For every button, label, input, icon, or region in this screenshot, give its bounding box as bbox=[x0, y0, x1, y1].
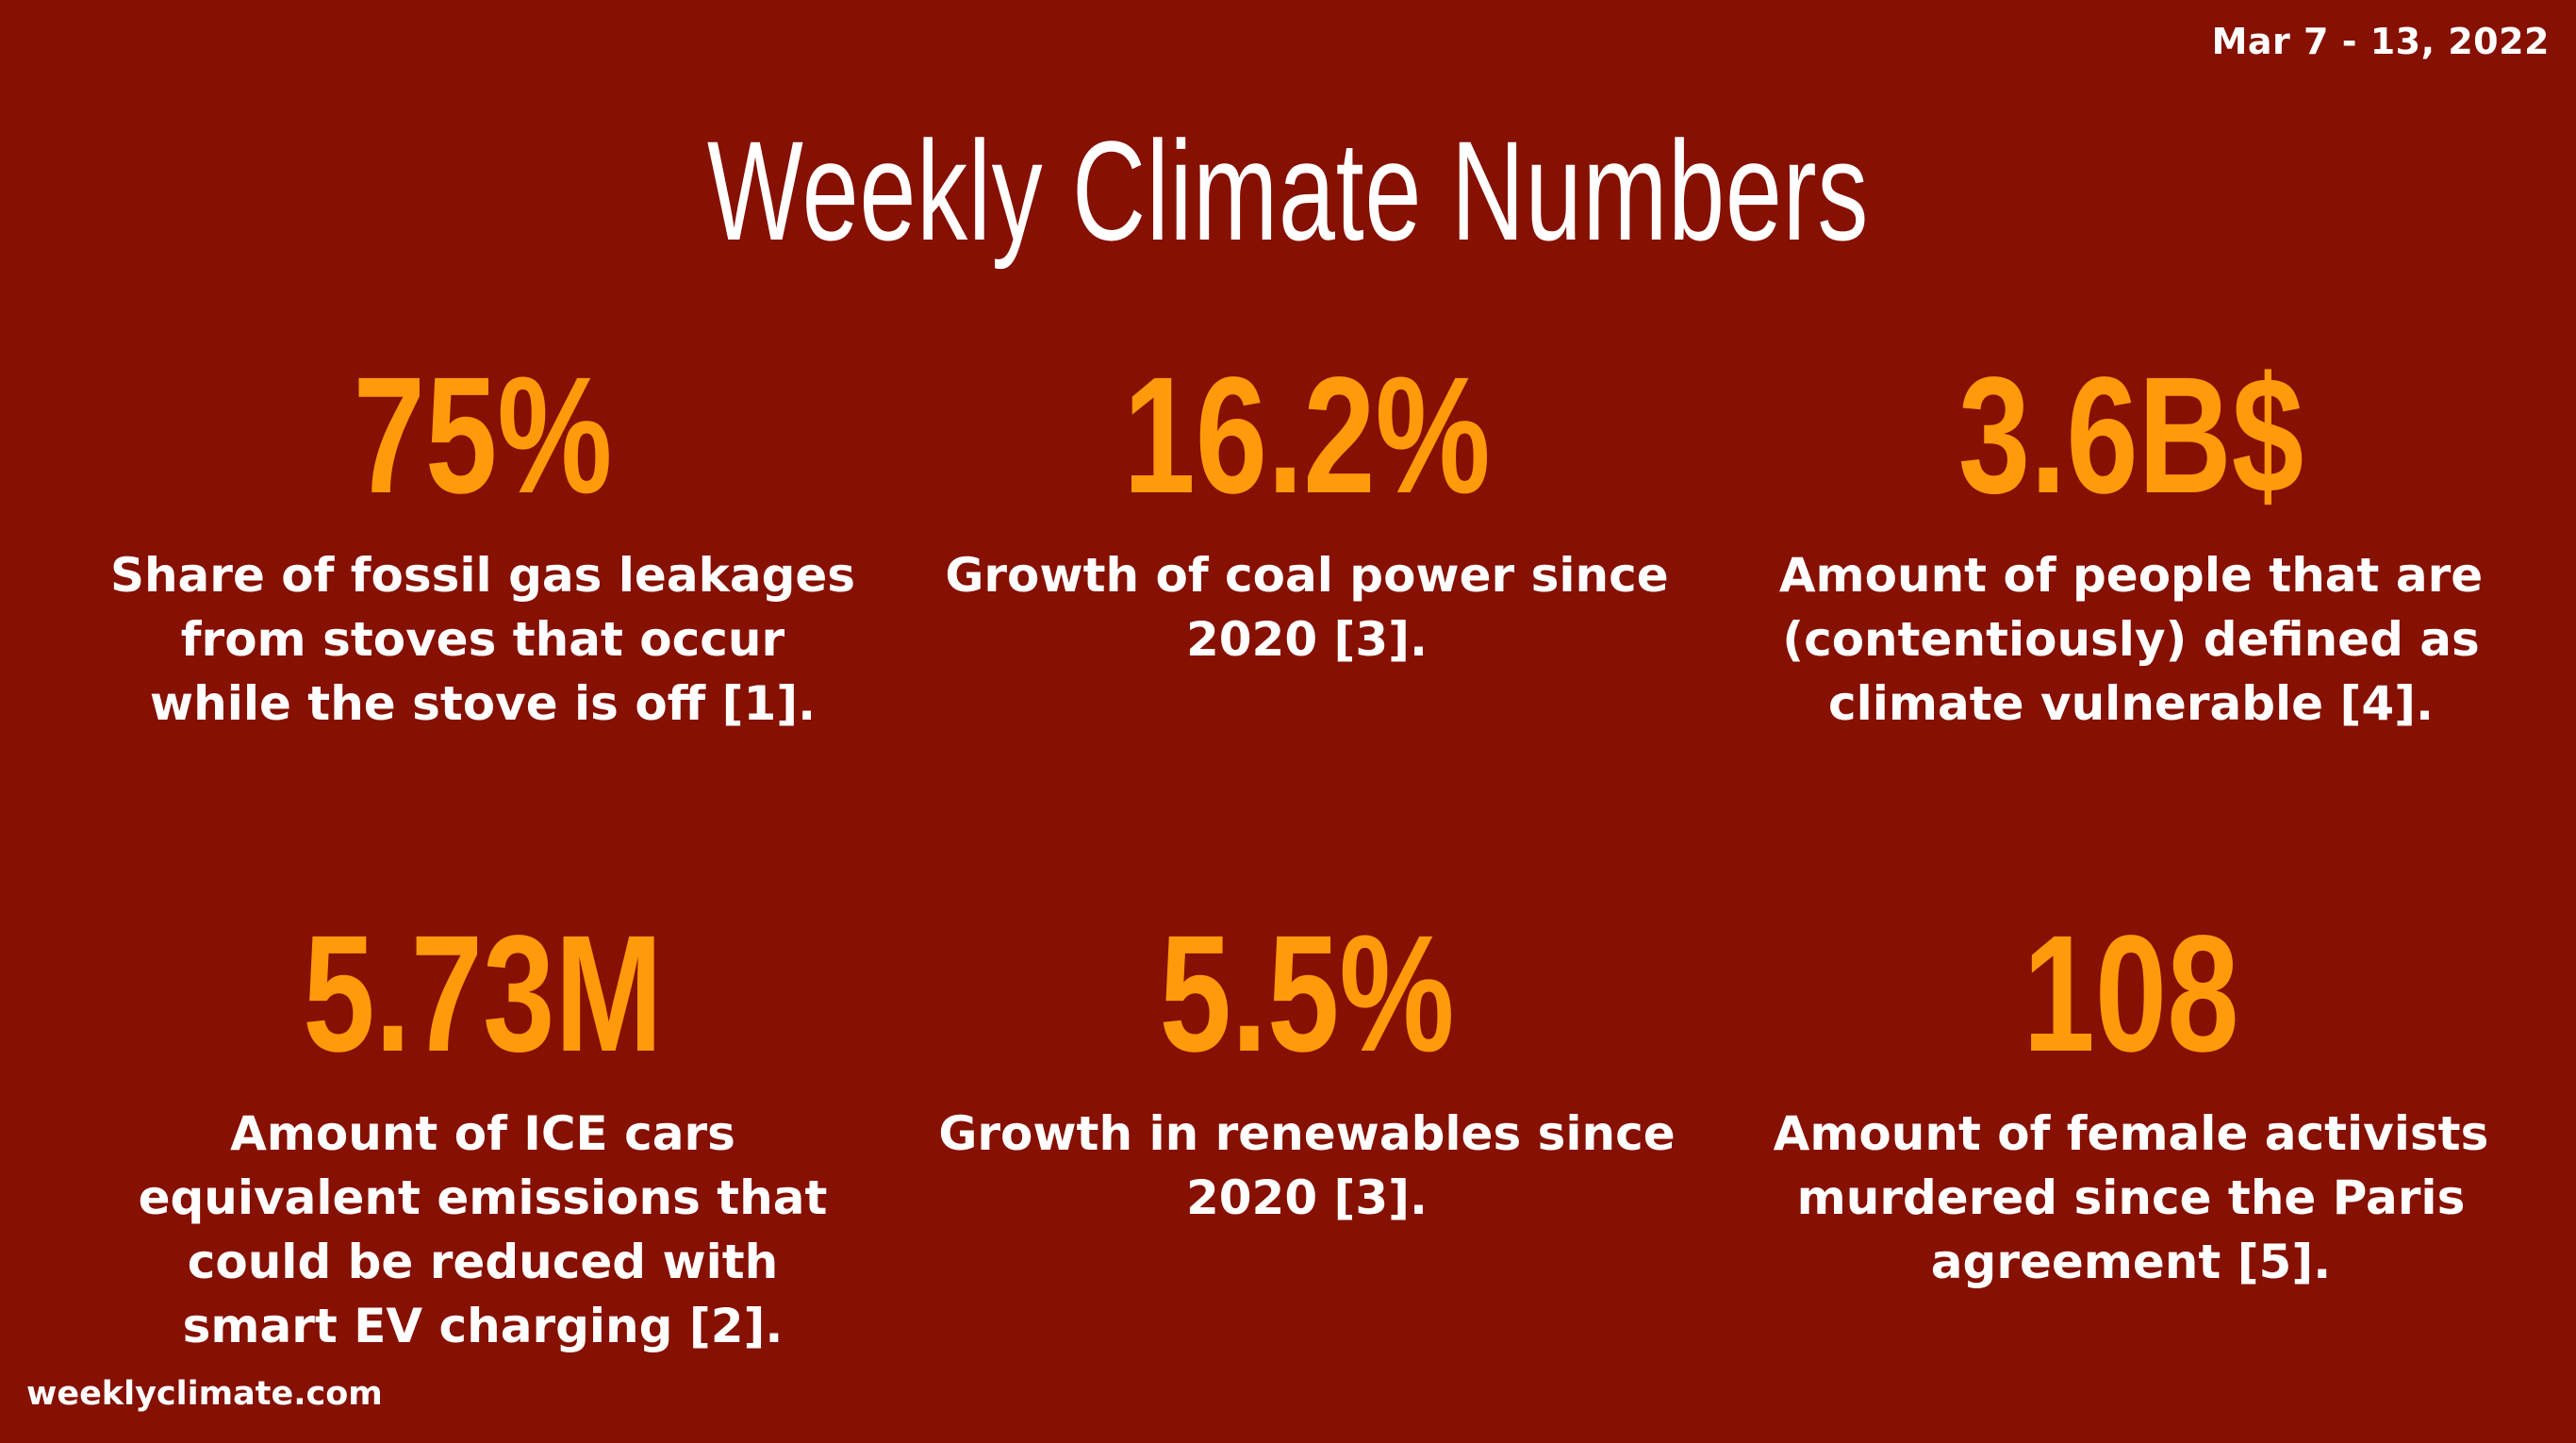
stat-value: 5.5% bbox=[1159, 902, 1455, 1086]
stat-description: Growth in renewables since 2020 [3]. bbox=[938, 1106, 1676, 1225]
stat-description: Share of fossil gas leakages from stoves… bbox=[109, 548, 856, 731]
stat-value: 108 bbox=[2023, 902, 2239, 1086]
stat-description: Growth of coal power since 2020 [3]. bbox=[945, 548, 1669, 667]
stat-card-activists: 108 Amount of female activists murdered … bbox=[1735, 909, 2527, 1294]
stat-card-coal-growth: 16.2% Growth of coal power since 2020 [3… bbox=[911, 351, 1703, 672]
stat-card-renewables-growth: 5.5% Growth in renewables since 2020 [3]… bbox=[911, 909, 1703, 1230]
stat-card-ev-charging: 5.73M Amount of ICE cars equivalent emis… bbox=[87, 909, 879, 1358]
stat-value: 5.73M bbox=[303, 902, 663, 1086]
page-title: Weekly Climate Numbers bbox=[706, 111, 1870, 270]
stat-description: Amount of female activists murdered sinc… bbox=[1773, 1106, 2489, 1289]
stat-value: 75% bbox=[353, 343, 613, 528]
stat-description: Amount of people that are (contentiously… bbox=[1778, 548, 2484, 731]
date-range: Mar 7 - 13, 2022 bbox=[2211, 21, 2550, 62]
stat-description: Amount of ICE cars equivalent emissions … bbox=[138, 1106, 828, 1353]
stat-value: 16.2% bbox=[1123, 343, 1491, 528]
stat-value: 3.6B$ bbox=[1957, 343, 2304, 528]
stat-card-climate-vulnerable: 3.6B$ Amount of people that are (content… bbox=[1735, 351, 2527, 736]
website-link[interactable]: weeklyclimate.com bbox=[26, 1375, 383, 1413]
stat-card-gas-leakage: 75% Share of fossil gas leakages from st… bbox=[87, 351, 879, 736]
